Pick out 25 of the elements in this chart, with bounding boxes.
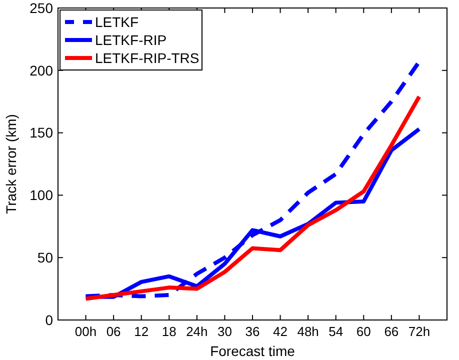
y-tick-label: 0 [45,312,54,328]
x-tick-label: 42 [273,324,288,339]
y-tick-label: 250 [30,0,54,16]
x-tick-label: 30 [217,324,232,339]
x-tick-label: 60 [356,324,371,339]
x-tick-label: 36 [245,324,260,339]
legend-label: LETKF-RIP [95,32,167,48]
x-tick-label: 66 [384,324,399,339]
x-tick-label: 18 [162,324,176,339]
legend-label: LETKF-RIP-TRS [95,50,200,66]
x-tick-label: 54 [328,324,344,339]
legend-label: LETKF [95,14,139,30]
y-tick-label: 150 [30,124,54,141]
y-tick-label: 200 [30,62,54,78]
x-tick-label: 12 [134,324,149,339]
x-axis-title: Forecast time [210,343,296,359]
y-tick-label: 100 [30,187,54,204]
x-tick-label: 72h [408,324,430,339]
x-tick-label: 00h [74,324,97,339]
x-tick-label: 24h [186,324,208,339]
y-tick-label: 50 [37,250,54,266]
x-tick-label: 06 [106,324,121,339]
y-axis-title: Track error (km) [3,114,19,214]
x-tick-label: 48h [297,324,319,339]
line-series [84,94,422,301]
